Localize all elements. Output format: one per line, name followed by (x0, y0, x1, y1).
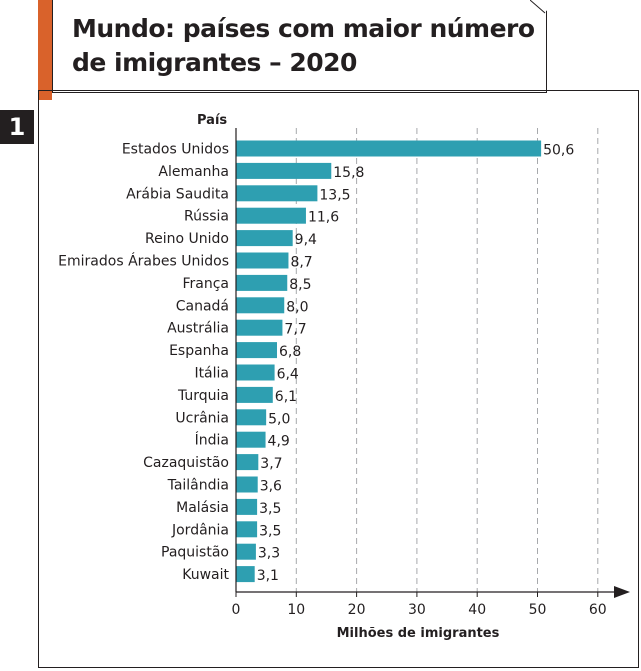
value-label: 6,1 (275, 389, 297, 405)
x-tick-label: 30 (408, 602, 426, 618)
category-label: Cazaquistão (143, 455, 229, 471)
bar (236, 207, 306, 224)
x-axis-title: Milhões de imigrantes (337, 626, 500, 641)
category-label: Estados Unidos (122, 142, 229, 158)
category-label: Itália (194, 366, 229, 382)
category-label: Tailândia (167, 478, 229, 494)
x-tick-label: 50 (529, 602, 547, 618)
value-label: 3,5 (259, 523, 281, 539)
category-label: Jordânia (171, 522, 229, 538)
bar (236, 498, 258, 515)
x-tick-label: 40 (468, 602, 486, 618)
chart-title: Mundo: países com maior número de imigra… (72, 14, 535, 77)
value-label: 6,8 (279, 344, 301, 360)
category-label: Espanha (169, 343, 229, 359)
category-label: Alemanha (158, 164, 229, 180)
bar (236, 431, 266, 448)
figure-number-badge: 1 (0, 110, 34, 144)
x-tick-label: 10 (287, 602, 305, 618)
bar (236, 386, 273, 403)
value-label: 13,5 (319, 187, 350, 203)
y-axis-title: País (197, 113, 227, 128)
category-label: Turquia (177, 388, 229, 404)
value-label: 3,6 (260, 479, 282, 495)
chart-frame (38, 90, 639, 668)
title-accent-bar (38, 0, 52, 100)
title-box-corner (530, 0, 546, 14)
axes: 0 10 20 30 40 50 60 (232, 128, 630, 618)
bar (236, 162, 332, 179)
category-label: Arábia Saudita (126, 186, 229, 202)
bar (236, 454, 259, 471)
category-label: Austrália (167, 321, 229, 337)
x-tick-label: 20 (348, 602, 366, 618)
category-label: Malásia (176, 500, 229, 516)
value-label: 5,0 (268, 411, 290, 427)
bars: Estados Unidos 50,6 Alemanha 15,8 Arábia Sau… (58, 140, 574, 584)
category-label: França (182, 276, 229, 292)
value-label: 15,8 (333, 165, 364, 181)
x-tick-label: 60 (589, 602, 607, 618)
value-label: 4,9 (268, 434, 290, 450)
bar (236, 185, 318, 202)
category-label: Ucrânia (175, 410, 229, 426)
value-label: 8,0 (286, 299, 308, 315)
category-label: Paquistão (161, 545, 229, 561)
bar (236, 409, 267, 426)
value-label: 8,5 (289, 277, 311, 293)
value-label: 8,7 (290, 255, 312, 271)
category-label: Rússia (184, 209, 229, 225)
x-tick-label: 0 (232, 602, 241, 618)
category-label: Reino Unido (145, 231, 229, 247)
bar (236, 476, 258, 493)
bar (236, 566, 255, 583)
grid-lines (295, 128, 599, 592)
value-label: 3,3 (258, 546, 280, 562)
bar (236, 342, 278, 359)
bar (236, 252, 289, 269)
bar (236, 543, 256, 560)
value-label: 3,1 (257, 568, 279, 584)
bar (236, 364, 275, 381)
value-label: 9,4 (295, 232, 317, 248)
bar (236, 521, 258, 538)
value-label: 3,5 (259, 501, 281, 517)
bar (236, 230, 293, 247)
value-label: 6,4 (277, 367, 299, 383)
category-label: Kuwait (182, 567, 229, 583)
value-label: 50,6 (543, 143, 574, 159)
value-label: 11,6 (308, 210, 339, 226)
title-box (52, 0, 547, 93)
x-axis-arrow (614, 586, 630, 598)
bar (236, 140, 542, 157)
category-label: Emirados Árabes Unidos (58, 253, 229, 270)
value-label: 3,7 (260, 456, 282, 472)
bar (236, 319, 283, 336)
category-label: Canadá (176, 298, 229, 314)
category-label: Índia (195, 432, 229, 449)
bar (236, 274, 288, 291)
bar (236, 297, 285, 314)
value-label: 7,7 (284, 322, 306, 338)
